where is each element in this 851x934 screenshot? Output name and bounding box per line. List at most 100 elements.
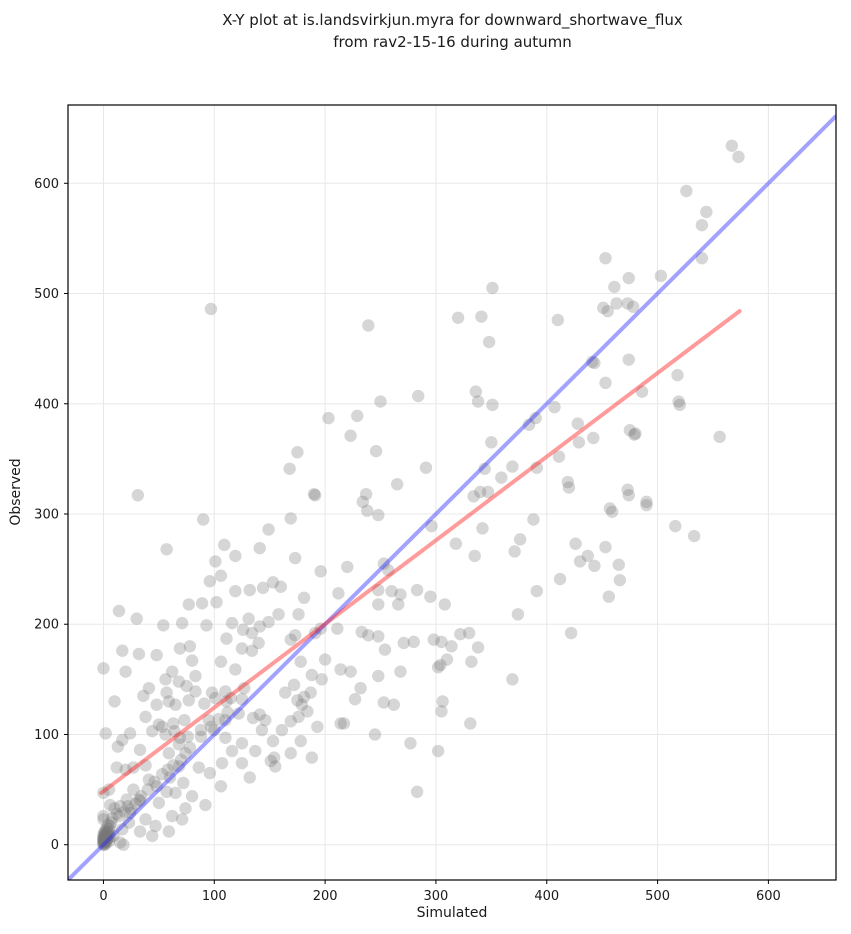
scatter-point [219,685,232,698]
scatter-point [508,545,521,558]
scatter-point [139,759,152,772]
scatter-point [411,389,425,403]
scatter-point [108,802,121,815]
scatter-point [160,785,173,799]
scatter-point [214,655,228,668]
scatter-point [275,723,289,737]
x-tick-label: 300 [424,889,449,904]
scatter-point [106,812,119,825]
scatter-point [673,398,686,412]
scatter-point [610,297,623,310]
y-axis-label: Observed [8,458,24,526]
scatter-point [435,705,448,718]
y-tick-label: 400 [34,397,59,412]
scatter-point [162,825,176,838]
scatter-point [203,575,217,588]
scatter-point [284,715,297,728]
scatter-point [305,751,319,764]
scatter-point [220,632,233,645]
scatter-point [372,508,385,522]
regression-line [99,309,742,795]
scatter-point [97,813,110,826]
scatter-point [272,608,285,621]
scatter-point [451,311,465,324]
scatter-point [454,627,467,641]
scatter-point [232,707,245,720]
scatter-point [387,698,401,711]
x-axis-label: Simulated [416,905,488,921]
scatter-point [599,252,612,265]
scatter-point [149,819,162,833]
scatter-point [354,681,367,695]
scatter-point [99,833,112,846]
scatter-point [178,713,191,727]
scatter-point [97,662,110,675]
scatter-point [732,150,745,164]
scatter-point [177,776,190,790]
scatter-point [219,731,232,744]
scatter-point [225,744,239,758]
scatter-point [236,623,250,636]
scatter-point [98,835,111,848]
scatter-point [253,541,266,555]
scatter-point [102,783,116,796]
scatter-point [332,587,345,600]
scatter-point [608,280,621,294]
scatter-point [601,304,614,318]
scatter-point [599,376,612,390]
scatter-point [152,796,166,810]
scatter-point [713,430,726,444]
scatter-point [111,740,125,753]
scatter-point [552,450,566,463]
scatter-point [284,512,297,525]
scatter-point [108,695,121,708]
x-tick-label: 600 [756,889,781,904]
scatter-point [214,569,228,582]
scatter-point [110,807,123,821]
scatter-point [468,549,481,563]
scatter-point [640,498,653,512]
scatter-point [245,644,259,657]
scatter-point [569,537,582,550]
scatter-point [119,763,132,776]
scatter-point [137,689,150,703]
scatter-point [185,790,199,803]
scatter-point [141,783,154,796]
scatter-point [700,205,713,219]
scatter-point [159,728,172,741]
scatter-point [471,641,485,654]
scatter-point [97,833,110,846]
scatter-point [131,489,145,502]
scatter-point [377,696,391,709]
x-tick-label: 0 [99,889,107,904]
scatter-point [481,485,495,499]
scatter-point [208,723,221,737]
scatter-point [284,747,297,760]
scatter-point [294,655,307,668]
scatter-point [229,663,242,676]
scatter-point [162,695,176,708]
scatter-point [175,616,189,630]
scatter-point [98,838,111,851]
scatter-point [163,771,177,784]
scatter-point [397,636,410,650]
scatter-point [99,829,112,843]
scatter-point [97,786,110,800]
ticks: 0 100 200 300 400 500 600 0 100 200 300 400 500 600 [34,177,781,904]
scatter-point [99,727,112,740]
scatter-point [351,409,364,423]
scatter-point [133,794,147,807]
scatter-point [98,827,111,840]
scatter-point [495,471,508,484]
scatter-point [197,513,210,526]
scatter-point [283,462,296,475]
scatter-point [255,723,269,737]
scatter-point [274,580,287,593]
scatter-point [150,698,163,711]
scatter-point [331,622,344,635]
scatter-point [101,818,115,832]
scatter-point [157,619,170,632]
scatter-point [229,584,242,598]
scatter-point [252,636,265,650]
scatter-point [297,690,311,704]
